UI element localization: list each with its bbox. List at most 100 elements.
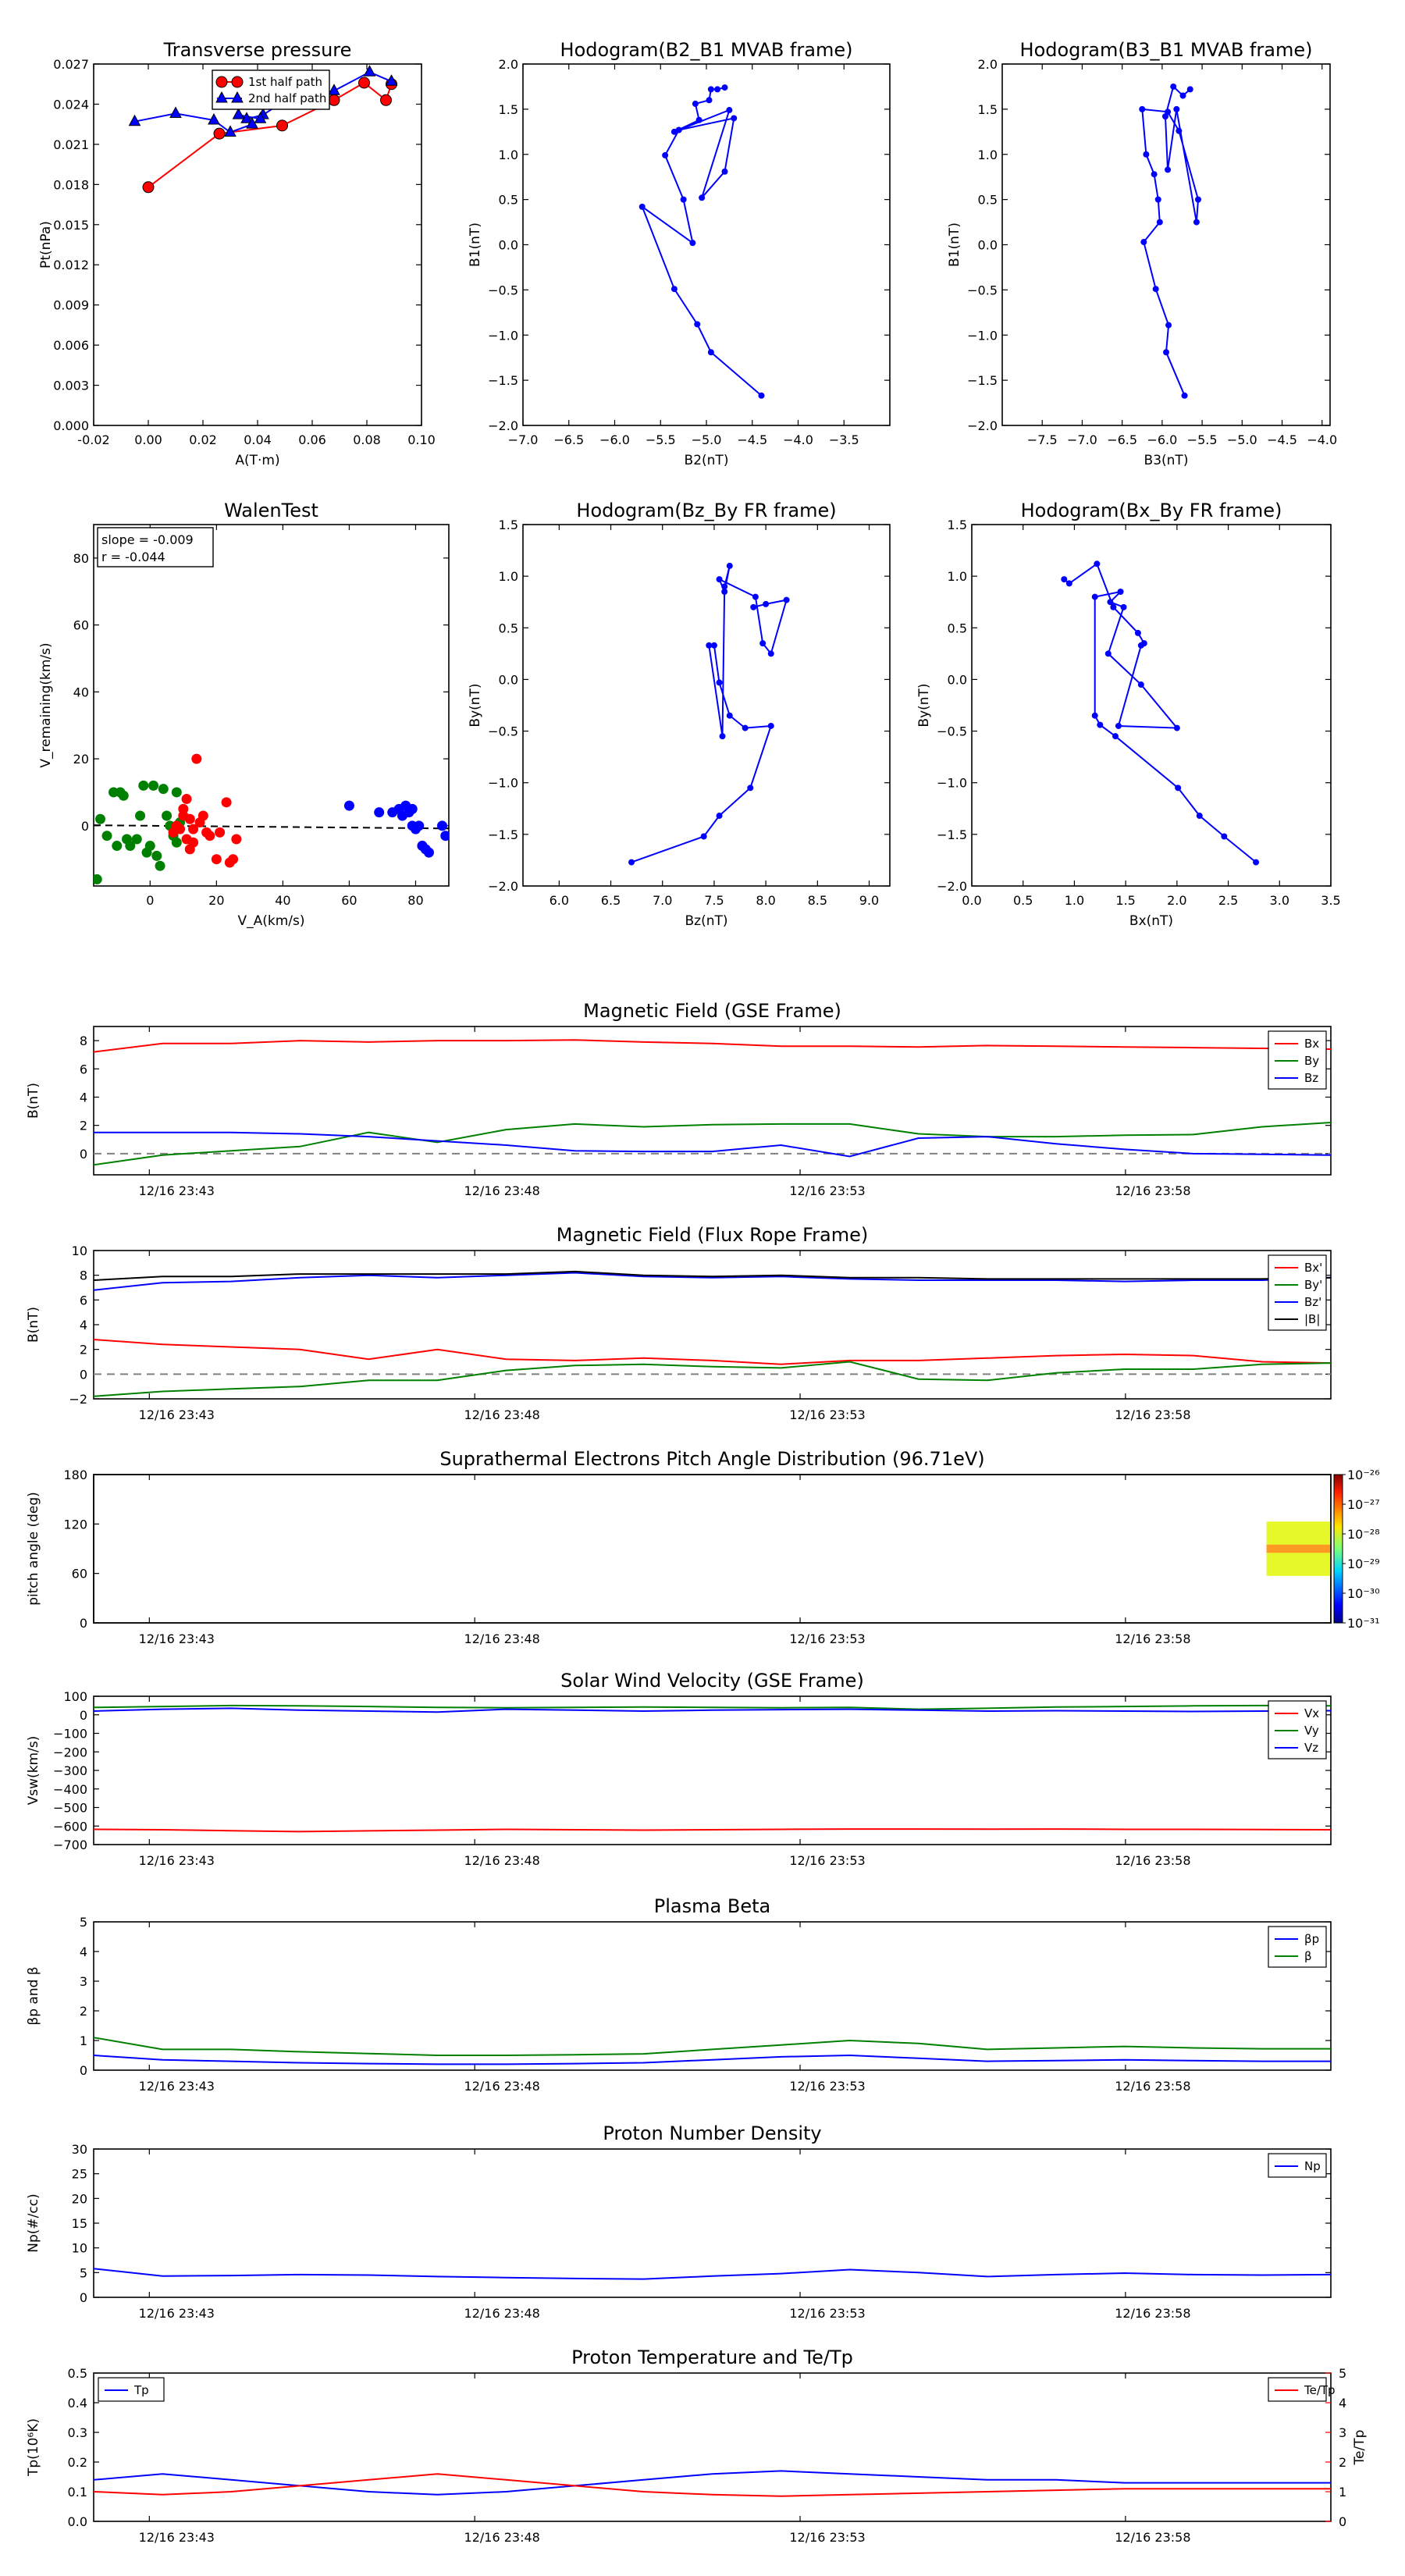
- walen_test-point: [184, 844, 195, 855]
- mag_fr-series-B-line: [93, 1270, 1332, 1281]
- proton_density-ytick-label: 15: [72, 2216, 87, 2231]
- transverse_pressure-ytick-label: 0.027: [53, 57, 89, 72]
- proton_temperature-legend-label: Tp: [133, 2383, 149, 2397]
- walen_test-point: [184, 813, 195, 824]
- transverse_pressure-point: [328, 94, 340, 106]
- walen_test-xtick-label: 0: [146, 893, 154, 908]
- walen_test-data-layer: [94, 753, 449, 884]
- walen_test-ytick-label: 0: [81, 819, 89, 834]
- hodogram_b2_b1-point: [706, 97, 713, 104]
- plasma_beta-ytick-label: 2: [80, 2004, 87, 2019]
- hodogram_b2_b1-point: [670, 286, 678, 293]
- hodogram_bz_by-ylabel: By(nT): [468, 683, 483, 727]
- plasma_beta-xtick-label: 12/16 23:43: [139, 2079, 215, 2094]
- proton_density-xtick-label: 12/16 23:53: [789, 2306, 865, 2321]
- transverse_pressure-point: [358, 76, 370, 89]
- plasma_beta-xtick-label: 12/16 23:53: [789, 2079, 865, 2094]
- hodogram_bx_by-point: [1115, 722, 1122, 729]
- proton_density-title: Proton Number Density: [603, 2122, 821, 2144]
- walen_test-xtick-label: 20: [208, 893, 224, 908]
- hodogram_bx_by-point: [1091, 593, 1098, 600]
- transverse_pressure-point: [328, 84, 340, 95]
- hodogram_bz_by-ytick-label: −1.0: [488, 776, 518, 791]
- walen_test-point: [181, 794, 192, 805]
- mag_fr-ytick-label: 4: [80, 1318, 87, 1332]
- proton_temperature-ytick-label: 0.3: [68, 2425, 87, 2440]
- hodogram_bz_by-point: [716, 679, 723, 686]
- transverse_pressure-xtick-label: -0.02: [77, 432, 109, 447]
- hodogram_bx_by-point: [1134, 629, 1141, 636]
- hodogram_b2_b1-ytick-label: −1.5: [488, 373, 518, 388]
- hodogram_bx_by-plot-area: [971, 524, 1332, 887]
- walen_test-point: [440, 831, 449, 841]
- hodogram_b2_b1-plot-area: [522, 63, 891, 426]
- hodogram_b3_b1-xtick-label: −4.0: [1307, 432, 1337, 447]
- mag_gse-series-By-line: [93, 1122, 1332, 1166]
- hodogram_bz_by-ytick-label: −1.5: [488, 827, 518, 842]
- walen_test-point: [191, 753, 202, 764]
- hodogram_bx_by-point: [1117, 588, 1124, 595]
- mag_gse-ylabel: B(nT): [26, 1083, 41, 1119]
- hodogram_bz_by-point: [719, 733, 726, 740]
- hodogram_bz_by-data-layer: [628, 562, 790, 866]
- hodogram_b2_b1-ytick-label: 1.5: [499, 102, 518, 117]
- hodogram_b2_b1-ytick-label: 2.0: [499, 57, 518, 72]
- pad-plot-area: [93, 1474, 1332, 1624]
- hodogram_bz_by-point: [759, 640, 767, 647]
- pad-title: Suprathermal Electrons Pitch Angle Distr…: [439, 1448, 984, 1470]
- hodogram_bz_by-point: [726, 712, 733, 719]
- mag_fr-legend-label: Bx': [1304, 1261, 1322, 1275]
- hodogram_bz_by-xtick-label: 7.5: [704, 893, 724, 908]
- transverse_pressure-xtick-label: 0.10: [407, 432, 436, 447]
- hodogram_bz_by-point: [767, 722, 774, 729]
- mag_gse-title: Magnetic Field (GSE Frame): [583, 1000, 841, 1022]
- hodogram_b3_b1-ytick-label: −0.5: [967, 283, 998, 297]
- mag_fr-legend-label: |B|: [1304, 1312, 1320, 1326]
- mag_fr-series-Bz-line: [93, 1272, 1332, 1291]
- sw_velocity-ytick-label: −400: [53, 1782, 87, 1797]
- sw_velocity-xtick-label: 12/16 23:58: [1115, 1853, 1190, 1868]
- walen_test-point: [112, 841, 123, 852]
- pad-ylabel: pitch angle (deg): [26, 1492, 41, 1606]
- walen_test-ytick-label: 20: [73, 752, 89, 767]
- walen_test-point: [374, 807, 385, 818]
- hodogram_bx_by-point: [1061, 576, 1068, 583]
- mag_fr-xtick-label: 12/16 23:53: [789, 1407, 865, 1422]
- transverse_pressure-ytick-label: 0.006: [53, 338, 89, 353]
- sw_velocity-series-Vz-line: [93, 1707, 1332, 1713]
- proton_density-ytick-label: 20: [72, 2191, 87, 2206]
- walen_test-point: [171, 787, 182, 798]
- hodogram_b3_b1-xlabel: B3(nT): [1144, 453, 1189, 468]
- mag_fr-title: Magnetic Field (Flux Rope Frame): [557, 1224, 868, 1246]
- sw_velocity-legend-label: Vx: [1304, 1706, 1319, 1720]
- pad-ytick-label: 120: [63, 1517, 87, 1532]
- pad-colorbar-label: 10⁻²⁷: [1347, 1497, 1380, 1512]
- walen_test-point: [211, 854, 222, 865]
- hodogram_bx_by-xtick-label: 2.0: [1167, 893, 1186, 908]
- transverse_pressure-ytick-label: 0.000: [53, 418, 89, 433]
- hodogram_b3_b1-ytick-label: 0.0: [978, 238, 998, 253]
- hodogram_b3_b1-xtick-label: −6.5: [1107, 432, 1137, 447]
- proton_density-ytick-label: 10: [72, 2241, 87, 2256]
- hodogram_b2_b1-ytick-label: −2.0: [488, 418, 518, 433]
- pad-colorbar-label: 10⁻²⁹: [1347, 1557, 1380, 1571]
- walen_test-annotation-slope: slope = -0.009: [101, 532, 194, 547]
- hodogram_bz_by-point: [721, 583, 728, 590]
- hodogram_b3_b1-point: [1179, 92, 1186, 99]
- walen_test-point: [407, 803, 418, 814]
- proton_temperature-xtick-label: 12/16 23:53: [789, 2530, 865, 2545]
- hodogram_b3_b1-point: [1194, 196, 1201, 203]
- hodogram_b2_b1-point: [662, 151, 669, 158]
- hodogram_b2_b1-point: [714, 86, 721, 93]
- hodogram_bx_by-xtick-label: 3.5: [1321, 893, 1340, 908]
- walen_test-ylabel: V_remaining(km/s): [38, 642, 54, 767]
- proton_temperature-y2tick-label: 3: [1339, 2425, 1346, 2440]
- hodogram_bx_by-point: [1120, 603, 1127, 610]
- pad-xtick-label: 12/16 23:43: [139, 1631, 215, 1646]
- hodogram_b3_b1-xtick-label: −5.5: [1187, 432, 1218, 447]
- hodogram_b3_b1-point: [1154, 196, 1161, 203]
- hodogram_b2_b1-ytick-label: 0.0: [499, 238, 518, 253]
- mag_fr-ytick-label: 2: [80, 1343, 87, 1357]
- transverse_pressure-ylabel: Pt(nPa): [38, 221, 54, 269]
- hodogram_b2_b1-ytick-label: −0.5: [488, 283, 518, 297]
